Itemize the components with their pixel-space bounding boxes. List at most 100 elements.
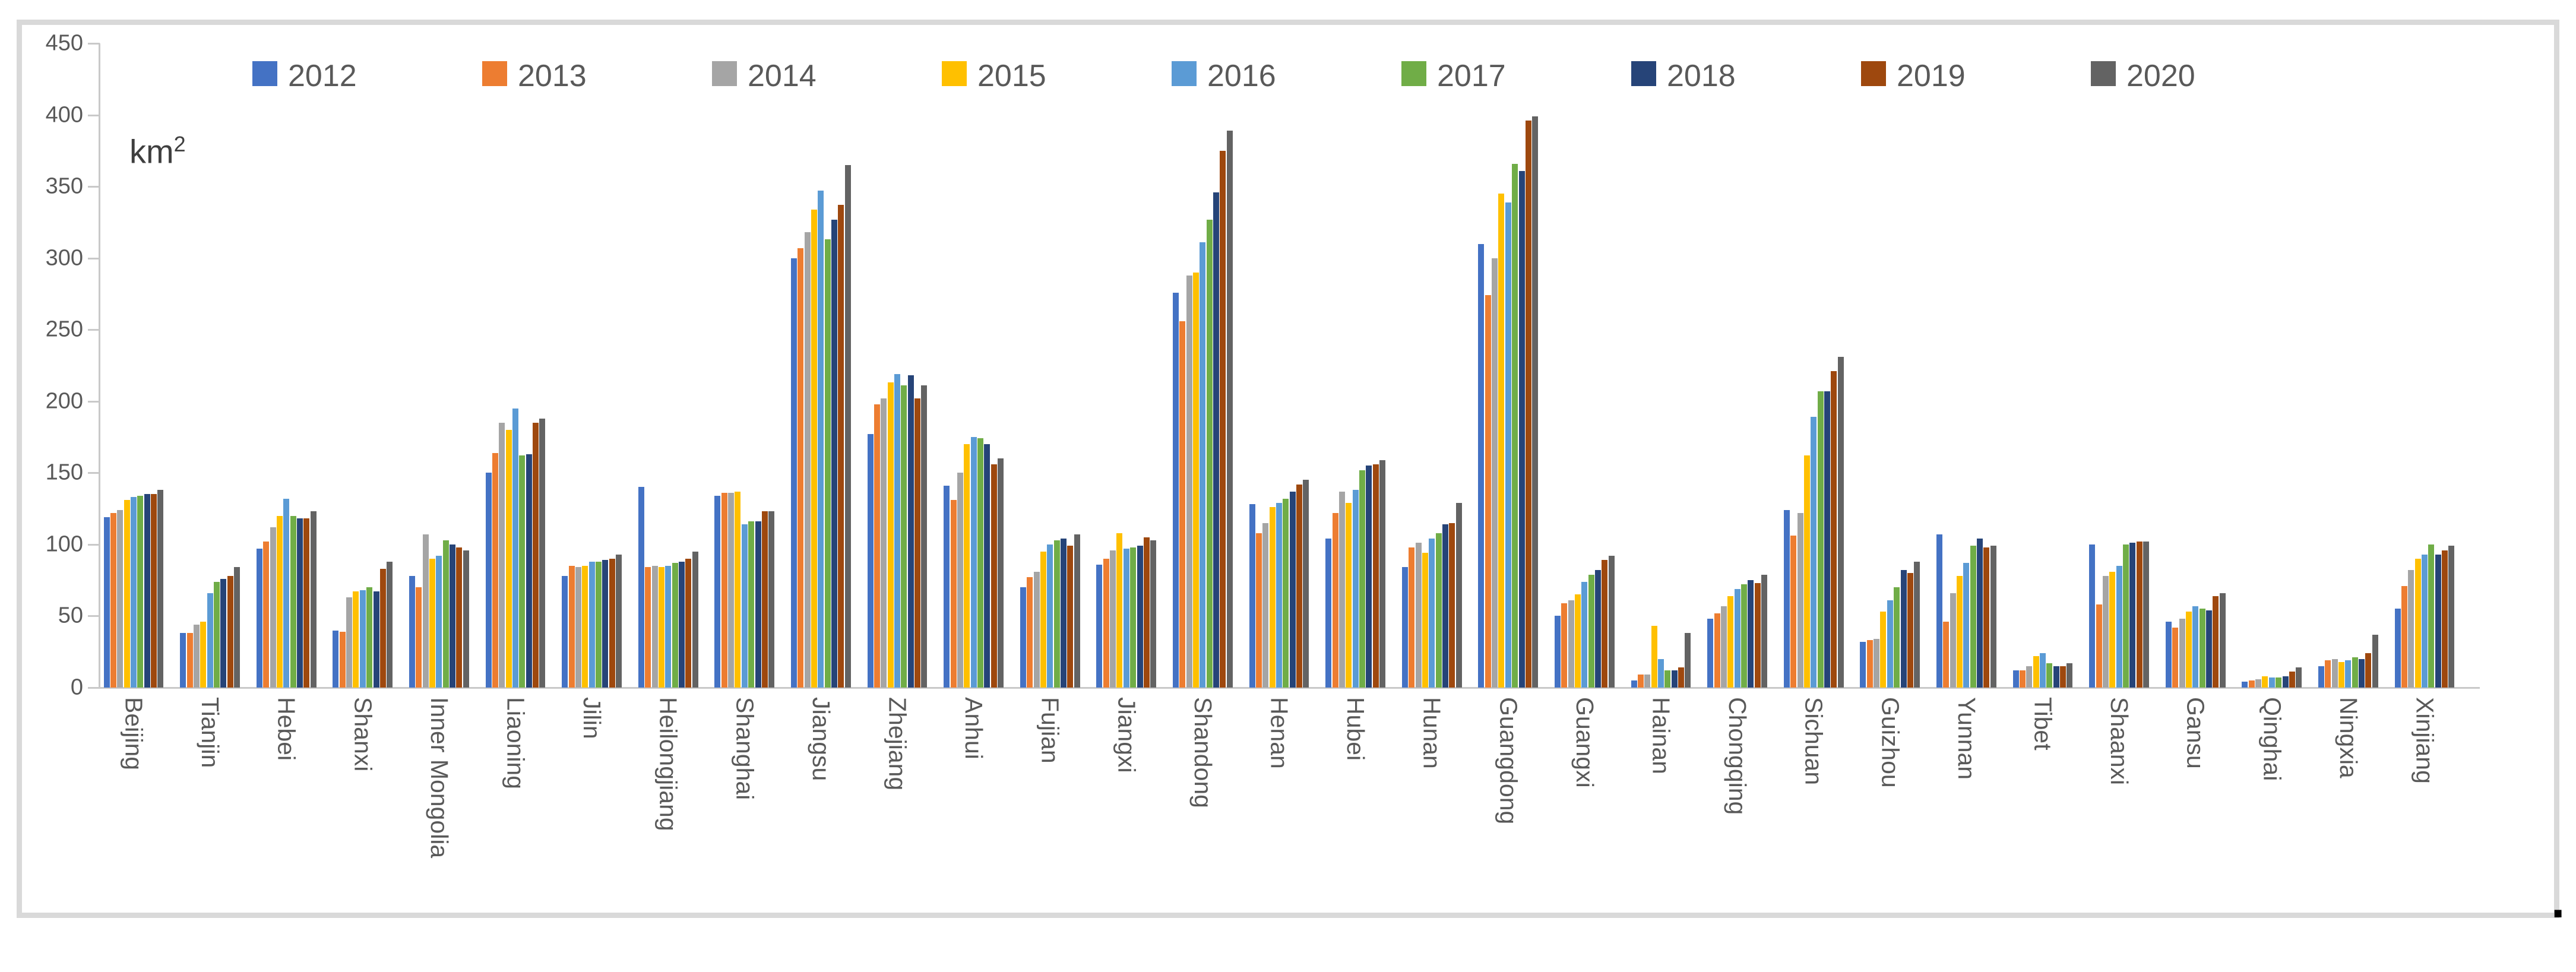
bar-sichuan-2012 (1783, 510, 1790, 688)
bar-jilin-2019 (609, 559, 615, 688)
x-axis-label-anhui: Anhui (960, 697, 988, 759)
y-axis-unit-label: km2 (129, 132, 186, 171)
bar-shaanxi-2016 (2116, 566, 2122, 688)
bar-hainan-2014 (1644, 675, 1651, 688)
bar-sichuan-2015 (1803, 455, 1810, 688)
bar-zhejiang-2018 (907, 375, 914, 688)
bar-hainan-2017 (1664, 670, 1671, 688)
bar-shanghai-2017 (748, 521, 755, 688)
bar-shanghai-2012 (714, 496, 721, 688)
x-axis-label-zhejiang: Zhejiang (884, 697, 912, 791)
bar-anhui-2014 (957, 473, 963, 688)
bar-beijing-2018 (144, 494, 150, 688)
x-axis-label-sichuan: Sichuan (1800, 697, 1828, 786)
bar-shaanxi-2017 (2122, 544, 2129, 688)
bar-jiangxi-2016 (1123, 549, 1129, 688)
bar-xinjiang-2016 (2422, 555, 2428, 688)
bar-sichuan-2020 (1837, 357, 1844, 688)
x-axis-label-shanghai: Shanghai (731, 697, 759, 800)
bar-shaanxi-2018 (2129, 543, 2136, 688)
bar-jiangsu-2014 (804, 232, 811, 688)
y-tick-mark (88, 615, 100, 618)
bar-guizhou-2016 (1887, 600, 1893, 688)
bar-tianjin-2017 (213, 582, 220, 688)
bar-xinjiang-2012 (2394, 609, 2401, 688)
bar-jilin-2017 (595, 562, 602, 688)
bar-guangxi-2015 (1575, 594, 1581, 688)
bar-shanxi-2013 (339, 632, 346, 688)
bar-qinghai-2018 (2282, 676, 2289, 688)
bar-guizhou-2020 (1914, 562, 1920, 688)
bar-jiangsu-2017 (824, 239, 831, 688)
bar-heilongjiang-2020 (692, 552, 698, 688)
bar-jilin-2015 (582, 566, 588, 688)
bar-yunnan-2020 (1990, 546, 1996, 688)
bar-inner-mongolia-2019 (456, 547, 463, 688)
bar-inner-mongolia-2020 (463, 550, 469, 688)
bar-gansu-2018 (2205, 610, 2212, 688)
y-tick-mark (88, 43, 100, 45)
bar-gansu-2020 (2219, 593, 2226, 688)
bar-guangdong-2014 (1492, 258, 1498, 688)
x-axis-label-liaoning: Liaoning (502, 697, 530, 790)
bar-ningxia-2019 (2365, 653, 2372, 688)
bar-shandong-2019 (1220, 151, 1226, 688)
legend-swatch-2012 (252, 61, 277, 86)
bar-shanxi-2014 (346, 597, 353, 688)
bar-hubei-2013 (1332, 513, 1338, 688)
bar-hebei-2013 (263, 542, 270, 688)
bar-guangxi-2020 (1608, 556, 1615, 688)
bar-xinjiang-2018 (2435, 555, 2441, 688)
bar-inner-mongolia-2015 (429, 559, 436, 688)
bar-ningxia-2017 (2352, 657, 2358, 688)
bar-gansu-2013 (2172, 628, 2179, 688)
bar-guangxi-2016 (1581, 582, 1588, 688)
bar-hebei-2012 (256, 549, 262, 688)
bar-guangxi-2013 (1561, 603, 1568, 688)
x-axis-label-jiangxi: Jiangxi (1113, 697, 1141, 773)
bar-xinjiang-2019 (2442, 550, 2448, 688)
bar-chongqing-2016 (1734, 589, 1740, 688)
legend-label: 2012 (288, 59, 357, 93)
bar-beijing-2014 (117, 510, 124, 688)
x-axis-label-guangdong: Guangdong (1495, 697, 1523, 825)
bar-tianjin-2015 (200, 622, 207, 688)
bar-heilongjiang-2016 (665, 566, 672, 688)
x-axis-label-shandong: Shandong (1189, 697, 1217, 808)
legend-label: 2019 (1897, 59, 1966, 93)
bar-hunan-2020 (1455, 503, 1462, 688)
bar-heilongjiang-2014 (651, 566, 658, 688)
bar-shanghai-2016 (741, 524, 748, 688)
bar-liaoning-2014 (499, 423, 505, 688)
bar-hainan-2012 (1631, 680, 1637, 688)
bar-hubei-2017 (1359, 470, 1365, 688)
bar-gansu-2016 (2192, 606, 2199, 688)
bar-tianjin-2018 (220, 579, 227, 688)
bar-hubei-2014 (1338, 492, 1345, 688)
x-axis-label-inner-mongolia: Inner Mongolia (425, 697, 453, 859)
bar-shanxi-2015 (353, 591, 359, 688)
bar-guizhou-2012 (1860, 642, 1866, 688)
bar-qinghai-2016 (2268, 677, 2275, 688)
unit-exponent: 2 (173, 132, 186, 156)
bar-tibet-2018 (2053, 666, 2059, 688)
bar-shanxi-2019 (379, 569, 386, 688)
bar-shandong-2018 (1213, 192, 1220, 688)
bar-tibet-2015 (2033, 656, 2039, 688)
bar-hubei-2020 (1379, 460, 1385, 688)
bar-tibet-2016 (2040, 653, 2046, 688)
bar-fujian-2018 (1060, 539, 1067, 688)
y-tick-label: 450 (45, 30, 83, 56)
bar-guangdong-2013 (1485, 295, 1491, 688)
bar-qinghai-2014 (2255, 679, 2262, 688)
bar-inner-mongolia-2013 (416, 587, 422, 688)
x-axis-label-guangxi: Guangxi (1571, 697, 1599, 788)
bar-hebei-2018 (296, 518, 303, 688)
bar-ningxia-2015 (2338, 662, 2345, 688)
bar-tibet-2017 (2046, 663, 2053, 688)
bar-jiangxi-2020 (1150, 540, 1157, 688)
bar-liaoning-2012 (485, 473, 492, 688)
bar-jiangxi-2012 (1096, 565, 1103, 688)
bar-guangxi-2018 (1595, 570, 1602, 688)
x-axis-label-shaanxi: Shaanxi (2106, 697, 2134, 786)
